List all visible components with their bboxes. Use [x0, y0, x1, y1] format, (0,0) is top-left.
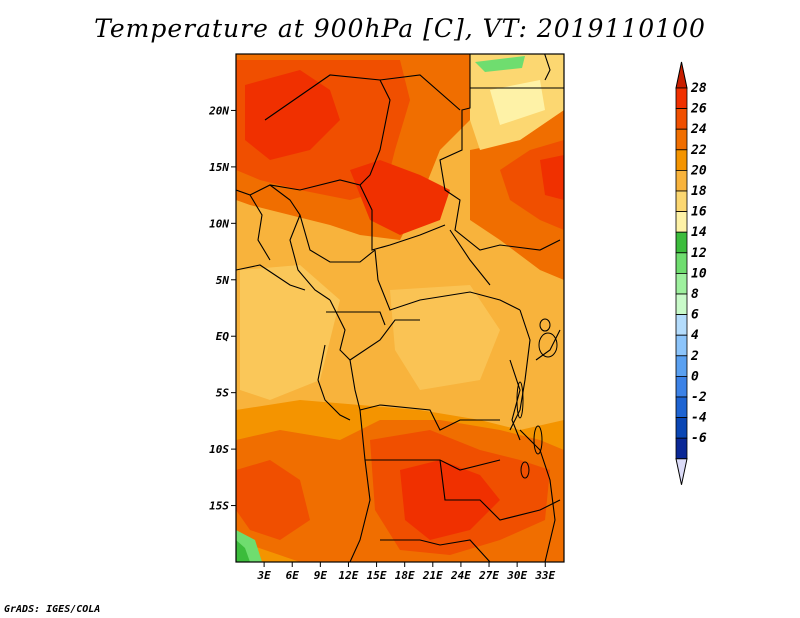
colorbar-level-label: 4	[691, 328, 699, 343]
colorbar-bottom-triangle	[675, 458, 688, 485]
colorbar-level-label: 12	[691, 246, 707, 261]
colorbar-segment	[675, 293, 688, 316]
lon-tick-label: 21E	[422, 569, 443, 582]
colorbar-level-label: 8	[691, 287, 699, 302]
colorbar-level-label: -2	[691, 390, 707, 405]
colorbar-level-label: 26	[690, 102, 707, 117]
colorbar-segment	[675, 211, 688, 233]
lon-tick-label: 9E	[314, 569, 328, 582]
colorbar-segment	[675, 108, 688, 130]
lon-tick-label: 3E	[256, 569, 271, 582]
colorbar-segment	[675, 396, 688, 419]
lat-tick-label: 5S	[216, 387, 230, 400]
colorbar-segment	[675, 355, 688, 377]
lat-tick-label: 15S	[209, 500, 229, 513]
temperature-field	[236, 54, 564, 562]
colorbar-level-label: -4	[691, 411, 707, 426]
lon-tick-label: 6E	[286, 569, 300, 582]
lat-tick-label: EQ	[216, 330, 230, 343]
lat-tick-label: 10S	[209, 443, 229, 456]
lakes	[516, 318, 558, 479]
colorbar-level-label: 10	[691, 266, 707, 281]
colorbar-segment	[675, 334, 688, 357]
map-frame	[235, 53, 565, 563]
colorbar-segment	[675, 149, 688, 171]
lon-tick-label: 27E	[478, 569, 499, 582]
colorbar-segment	[675, 128, 688, 151]
lon-tick-label: 24E	[450, 569, 471, 582]
lon-tick-label: 33E	[534, 569, 555, 582]
colorbar-level-label: 18	[691, 184, 707, 199]
colorbar-level-label: 22	[690, 143, 707, 158]
longitude-axis: 3E 6E 9E 12E 15E 18E 21E 24E 27E 30E 33E	[256, 562, 556, 582]
colorbar-level-label: 14	[691, 225, 707, 240]
country-borders	[236, 54, 564, 562]
colorbar-segment	[675, 190, 688, 213]
lon-tick-label: 30E	[506, 569, 527, 582]
lon-tick-label: 15E	[367, 569, 387, 582]
lon-tick-label: 18E	[395, 569, 415, 582]
colorbar-segment	[675, 437, 688, 460]
colorbar-level-label: 20	[690, 163, 707, 178]
colorbar-top-triangle	[675, 61, 688, 89]
colorbar-level-label: 6	[691, 308, 699, 323]
lat-tick-label: 15N	[209, 161, 229, 174]
lat-tick-label: 10N	[209, 217, 229, 230]
latitude-axis: 20N 15N 10N 5N EQ 5S 10S 15S	[208, 104, 236, 513]
lat-tick-label: 5N	[216, 274, 230, 287]
colorbar-level-label: -6	[691, 431, 707, 446]
colorbar-segment	[675, 231, 688, 254]
colorbar-level-label: 16	[691, 205, 707, 220]
colorbar-segment	[675, 417, 688, 439]
colorbar-segment	[675, 252, 688, 274]
colorbar-segment	[675, 169, 688, 192]
map-title: Temperature at 900hPa [C], VT: 201911010…	[94, 14, 706, 43]
colorbar-segment	[675, 87, 688, 110]
colorbar-level-label: 0	[691, 369, 699, 384]
grads-credit: GrADS: IGES/COLA	[4, 604, 101, 615]
colorbar-segment	[675, 272, 688, 295]
lon-tick-label: 12E	[339, 569, 359, 582]
colorbar-level-label: 24	[690, 122, 707, 137]
colorbar-segment	[675, 314, 688, 336]
colorbar-level-label: 2	[690, 349, 699, 364]
colorbar-segment	[675, 375, 688, 398]
colorbar-level-label: 28	[690, 81, 707, 96]
lat-tick-label: 20N	[208, 104, 229, 117]
